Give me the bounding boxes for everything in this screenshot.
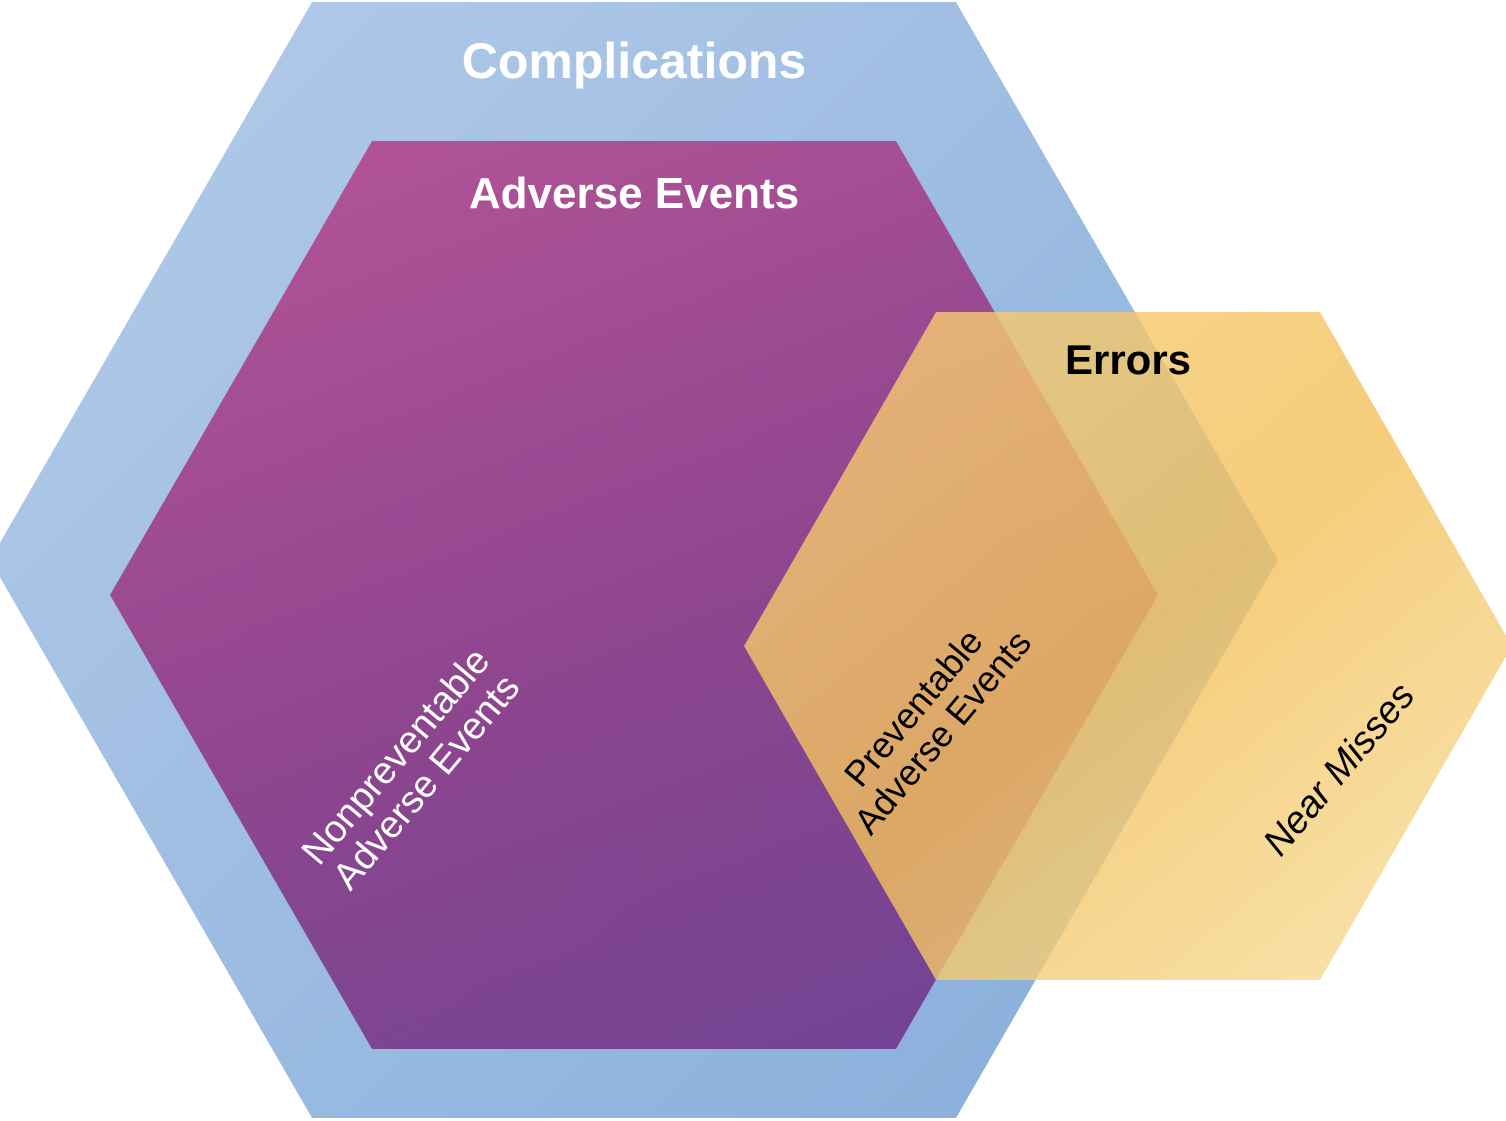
diagram-stage: Complications Adverse Events Errors Nonp… xyxy=(0,0,1506,1121)
hex-errors: Errors xyxy=(744,312,1506,980)
hex-errors-shape xyxy=(744,312,1506,980)
